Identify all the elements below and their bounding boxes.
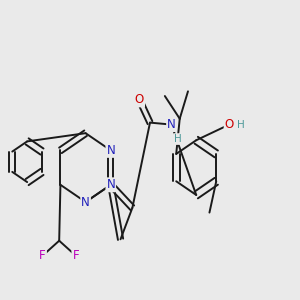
Text: N: N bbox=[106, 144, 115, 157]
Text: N: N bbox=[106, 178, 115, 191]
Text: N: N bbox=[167, 118, 176, 131]
Text: H: H bbox=[237, 120, 245, 130]
Text: H: H bbox=[174, 134, 182, 144]
Text: F: F bbox=[39, 249, 46, 262]
Text: O: O bbox=[135, 93, 144, 106]
Text: N: N bbox=[81, 196, 90, 208]
Text: O: O bbox=[225, 118, 234, 131]
Text: F: F bbox=[72, 249, 79, 262]
